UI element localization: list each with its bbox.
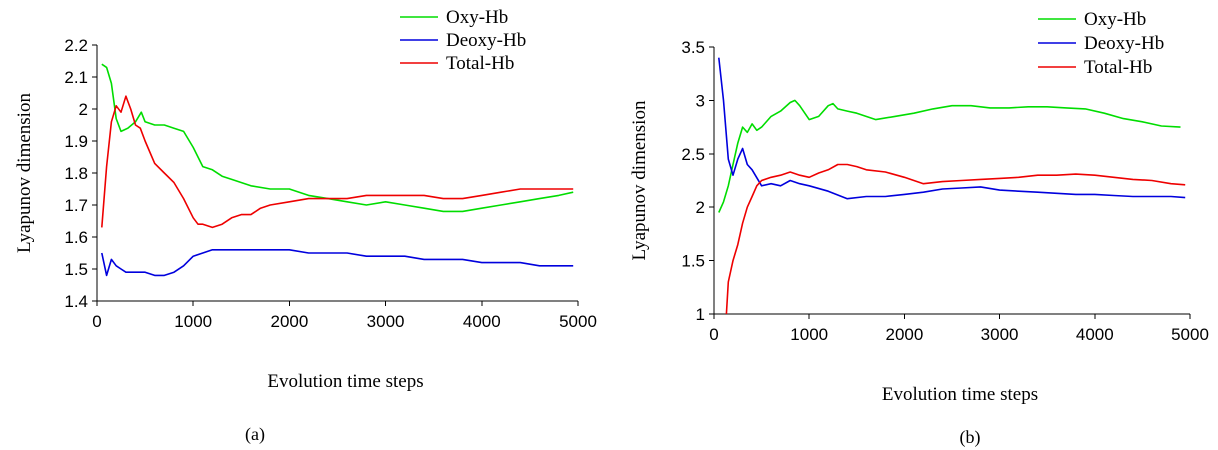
y-tick-label: 2.5 — [681, 145, 705, 164]
legend-label-total-hb: Total-Hb — [446, 53, 514, 74]
y-tick-label: 2 — [79, 100, 88, 119]
chart-panel-a: 1.4 1.5 1.6 1.7 1.8 1.9 2 2.1 2.2 0 1000 2000 3000 40… — [14, 7, 597, 445]
y-tick-label: 1.5 — [64, 260, 88, 279]
x-axis-title: Evolution time steps — [267, 371, 423, 392]
series-line-deoxy-hb — [101, 249, 574, 277]
legend-label-deoxy-hb: Deoxy-Hb — [446, 30, 526, 51]
x-tick-label: 1000 — [790, 325, 828, 344]
y-tick-label: 1.7 — [64, 196, 88, 215]
series-line-oxy-hb — [718, 99, 1181, 213]
x-tick-label: 1000 — [174, 312, 212, 331]
x-tick-label: 2000 — [270, 312, 308, 331]
legend-label-total-hb: Total-Hb — [1084, 57, 1152, 78]
panel-caption: (b) — [960, 427, 981, 448]
series-line-deoxy-hb — [718, 57, 1186, 200]
y-tick-label: 1 — [696, 305, 705, 324]
x-tick-label: 5000 — [1171, 325, 1209, 344]
x-tick-label: 2000 — [885, 325, 923, 344]
y-axis-title: Lyapunov dimension — [629, 100, 650, 260]
x-tick-label: 5000 — [559, 312, 597, 331]
y-tick-label: 1.8 — [64, 164, 88, 183]
x-tick-label: 4000 — [463, 312, 501, 331]
series-line-total-hb — [725, 163, 1186, 315]
legend-label-oxy-hb: Oxy-Hb — [1084, 9, 1146, 30]
y-tick-label: 2.1 — [64, 68, 88, 87]
panel-caption: (a) — [245, 424, 265, 445]
legend-label-deoxy-hb: Deoxy-Hb — [1084, 33, 1164, 54]
x-tick-label: 3000 — [981, 325, 1019, 344]
y-tick-label: 2.2 — [64, 36, 88, 55]
legend-label-oxy-hb: Oxy-Hb — [446, 7, 508, 28]
y-tick-label: 1.4 — [64, 292, 88, 311]
y-tick-label: 1.6 — [64, 228, 88, 247]
y-tick-label: 3.5 — [681, 38, 705, 57]
y-tick-label: 1.9 — [64, 132, 88, 151]
y-tick-label: 1.5 — [681, 252, 705, 271]
x-tick-label: 0 — [709, 325, 718, 344]
series-line-oxy-hb — [101, 63, 574, 213]
y-tick-label: 2 — [696, 198, 705, 217]
y-tick-label: 3 — [696, 91, 705, 110]
y-axis-title: Lyapunov dimension — [14, 93, 35, 253]
chart-panel-b: 1 1.5 2 2.5 3 3.5 0 1000 2000 3000 4000 5000 Evoluti… — [629, 9, 1209, 448]
x-tick-label: 0 — [92, 312, 101, 331]
x-axis-title: Evolution time steps — [882, 384, 1038, 405]
x-tick-label: 3000 — [367, 312, 405, 331]
x-tick-label: 4000 — [1076, 325, 1114, 344]
series-line-total-hb — [101, 95, 574, 229]
